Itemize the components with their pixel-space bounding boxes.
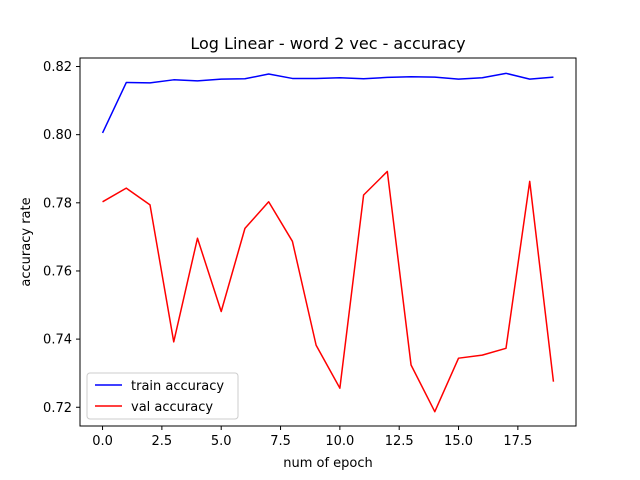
- legend-label-train: train accuracy: [131, 379, 224, 394]
- x-tick-label: 15.0: [444, 434, 473, 449]
- y-tick-label: 0.78: [43, 196, 72, 211]
- legend-label-val: val accuracy: [131, 400, 213, 415]
- y-axis: 0.72 0.74 0.76 0.78 0.80 0.82: [43, 60, 80, 416]
- x-tick-label: 7.5: [270, 434, 291, 449]
- x-tick-label: 2.5: [152, 434, 173, 449]
- series-layer: [101, 72, 555, 413]
- y-axis-label: accuracy rate: [19, 197, 34, 286]
- legend-box: [86, 372, 239, 420]
- x-tick-label: 0.0: [92, 434, 113, 449]
- y-tick-label: 0.72: [43, 401, 72, 416]
- series-line-val: [102, 170, 555, 413]
- y-tick-label: 0.82: [43, 60, 72, 75]
- x-tick-label: 10.0: [325, 434, 354, 449]
- plot-frame: [79, 57, 577, 427]
- x-tick-label: 17.5: [503, 434, 532, 449]
- series-line-train: [101, 72, 554, 134]
- x-axis-label: num of epoch: [283, 456, 373, 471]
- x-axis: 0.0 2.5 5.0 7.5 10.0 12.5 15.0 17.5: [92, 426, 532, 449]
- y-tick-label: 0.76: [43, 264, 72, 279]
- legend: train accuracy val accuracy: [86, 372, 239, 420]
- x-tick-label: 12.5: [385, 434, 414, 449]
- y-tick-label: 0.74: [43, 333, 72, 348]
- chart-title: Log Linear - word 2 vec - accuracy: [190, 34, 465, 53]
- y-tick-label: 0.80: [43, 128, 72, 143]
- x-tick-label: 5.0: [211, 434, 232, 449]
